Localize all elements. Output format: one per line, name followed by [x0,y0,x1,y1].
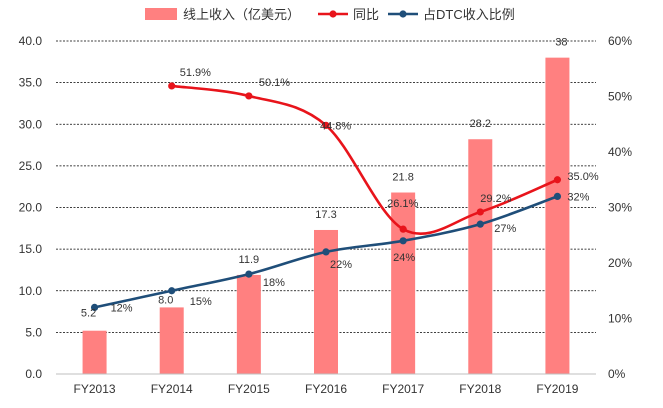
legend-swatch-revenue [145,8,177,20]
bar-value-label: 21.8 [392,172,413,184]
bar [236,274,261,374]
y-left-tick-label: 15.0 [19,242,43,256]
share-value-label: 15% [190,296,212,308]
share-value-label: 22% [330,259,352,271]
y-right-tick-label: 0% [608,367,626,381]
growth-point [168,82,176,90]
data-labels: 5.2 8.0 11.9 17.3 21.8 28.2 38 51.9% 50.1% 44.8% 2… [81,37,599,320]
growth-line [171,84,558,235]
y-left-tick-label: 20.0 [19,201,43,215]
y-right-tick-label: 10% [608,312,632,326]
bar-value-label: 11.9 [239,254,260,266]
growth-point [322,121,330,129]
share-value-label: 24% [393,252,415,264]
x-tick-label: FY2016 [305,382,347,396]
x-tick-label: FY2017 [382,382,424,396]
line-series [90,82,562,311]
growth-value-label: 50.1% [259,77,290,89]
bar [545,57,570,375]
y-left-tick-label: 30.0 [19,117,43,131]
y-left-tick-label: 10.0 [19,284,43,298]
growth-point [245,92,253,100]
share-point [553,192,562,200]
growth-point [476,208,484,216]
bar-value-label: 5.2 [81,308,96,320]
share-value-label: 18% [263,277,285,289]
y-left-tick-label: 25.0 [19,159,43,173]
legend-marker-share [399,10,407,18]
share-point [168,287,176,295]
legend: 线上收入（亿美元） 同比 占DTC收入比例 [145,7,515,22]
growth-point [399,225,407,233]
x-tick-label: FY2013 [74,382,116,396]
y-right-tick-label: 50% [608,90,632,104]
growth-value-label: 51.9% [180,67,211,79]
bar [159,307,184,374]
y-right-tick-label: 20% [608,256,632,270]
axes: 0.0 5.0 10.0 15.0 20.0 25.0 30.0 35.0 40.0 0% 10% 2… [19,34,633,396]
legend-marker-growth [329,10,337,18]
x-tick-label: FY2014 [151,382,193,396]
growth-value-label: 35.0% [567,171,598,183]
share-value-label: 12% [111,302,133,314]
y-right-tick-label: 60% [608,34,632,48]
bar [468,139,493,374]
bar-value-label: 8.0 [158,294,173,306]
share-point [322,248,330,256]
y-left-tick-label: 0.0 [25,367,42,381]
y-right-tick-label: 40% [608,145,632,159]
share-value-label: 27% [494,223,516,235]
share-point [476,220,484,228]
y-left-tick-label: 40.0 [19,34,43,48]
growth-value-label: 29.2% [480,193,511,205]
share-point [399,237,407,245]
x-tick-label: FY2018 [459,382,501,396]
bar [391,192,416,374]
legend-label-growth: 同比 [353,7,379,22]
bar-value-label: 28.2 [470,118,491,130]
y-left-tick-label: 5.0 [25,325,42,339]
growth-value-label: 44.8% [320,120,351,132]
bar-value-label: 38 [555,37,567,49]
x-tick-label: FY2015 [228,382,270,396]
share-point [245,270,253,278]
legend-label-share: 占DTC收入比例 [423,7,515,22]
legend-label-revenue: 线上收入（亿美元） [183,7,300,22]
share-value-label: 32% [567,191,589,203]
share-point [90,303,99,311]
x-tick-label: FY2019 [536,382,578,396]
growth-value-label: 26.1% [387,198,418,210]
y-left-tick-label: 35.0 [19,76,43,90]
growth-point [553,176,562,184]
bar-value-label: 17.3 [315,209,336,221]
bar [82,330,107,374]
y-right-tick-label: 30% [608,201,632,215]
